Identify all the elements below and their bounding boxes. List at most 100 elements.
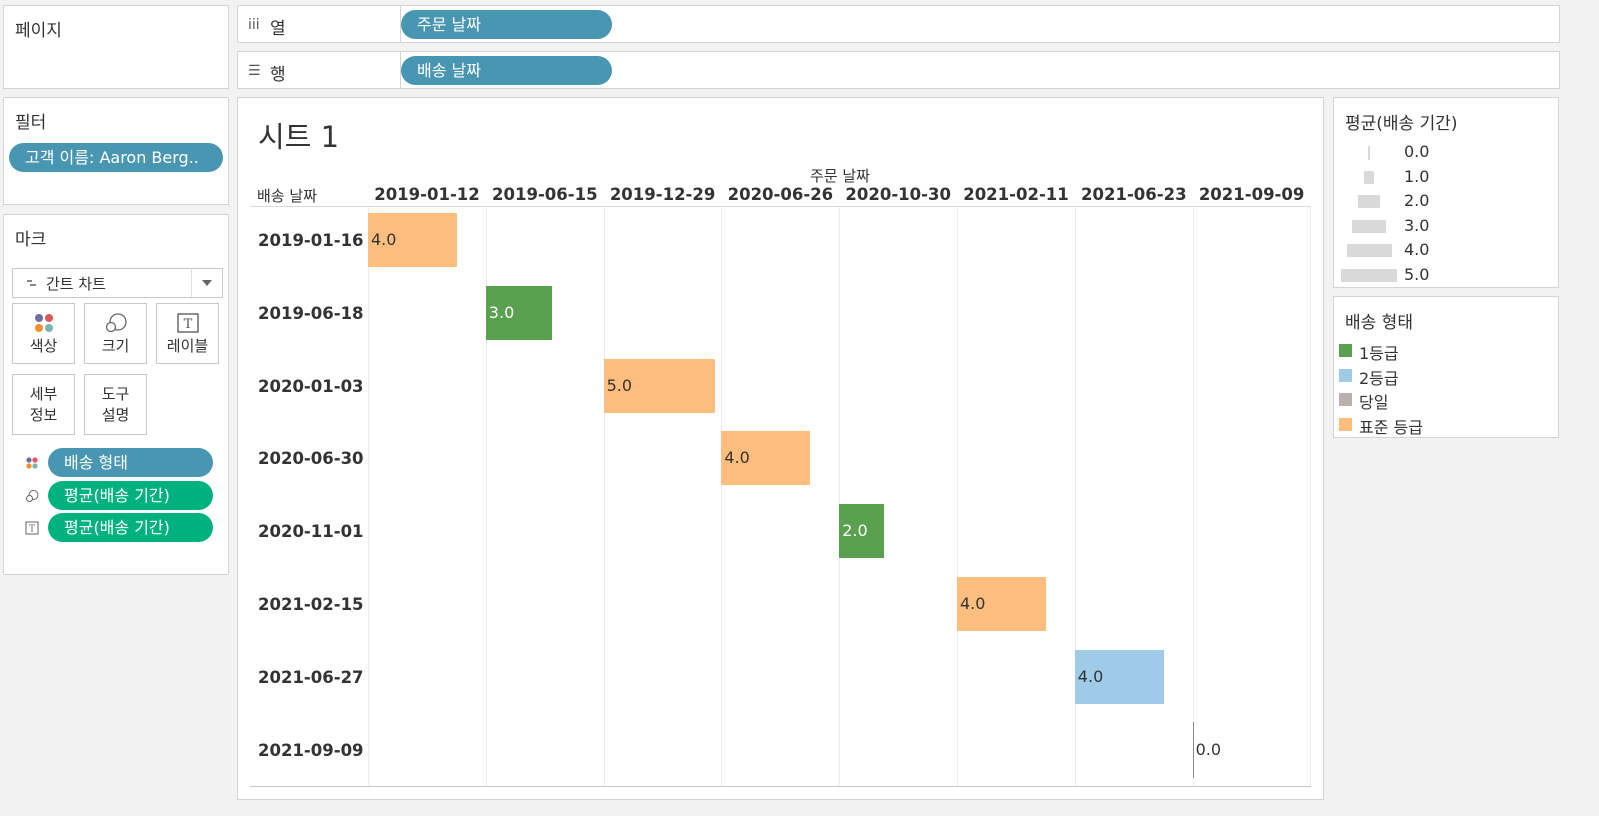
- size-legend-title: 평균(배송 기간): [1345, 114, 1458, 134]
- detail-button[interactable]: 세부 정보: [12, 374, 75, 435]
- gantt-bar[interactable]: [721, 431, 811, 486]
- bar-label: 4.0: [371, 230, 397, 249]
- gantt-bar[interactable]: [1192, 721, 1194, 778]
- bar-label: 4.0: [1077, 666, 1104, 686]
- gantt-bar[interactable]: [368, 213, 457, 267]
- mark-type-dropdown[interactable]: 간트 차트: [12, 268, 223, 298]
- label-field-pill[interactable]: 평균(배송 기간): [48, 513, 213, 542]
- rows-pill[interactable]: 배송 날짜: [401, 56, 612, 85]
- chevron-down-icon: [191, 269, 222, 297]
- color-swatch: [1339, 417, 1352, 431]
- color-legend-label: 2등급: [1359, 368, 1399, 388]
- row-header: 2020-11-01: [258, 522, 364, 542]
- row-header: 2019-01-16: [258, 231, 364, 250]
- color-legend-label: 1등급: [1359, 344, 1399, 363]
- rows-shelf-label: ☰ 행: [238, 52, 401, 88]
- color-field-icon: [25, 455, 39, 474]
- pages-card-title: 페이지: [15, 21, 62, 41]
- marks-card-title: 마크: [15, 230, 47, 250]
- size-legend-label: 3.0: [1404, 215, 1430, 235]
- column-gridline: [368, 206, 369, 786]
- size-field-icon: [25, 488, 39, 507]
- columns-shelf: iii 열 주문 날짜: [237, 5, 1560, 43]
- size-legend-label: 1.0: [1404, 166, 1430, 186]
- color-swatch: [1339, 344, 1352, 357]
- size-field-pill[interactable]: 평균(배송 기간): [48, 481, 213, 510]
- bar-label: 4.0: [724, 448, 750, 468]
- label-button[interactable]: T 레이블: [156, 303, 219, 364]
- column-gridline: [957, 206, 958, 786]
- column-header: 2021-02-11: [963, 185, 1069, 204]
- color-legend-item[interactable]: 2등급: [1337, 364, 1552, 388]
- color-field-pill[interactable]: 배송 형태: [48, 448, 213, 477]
- detail-button-label: 세부 정보: [29, 385, 58, 424]
- column-header: 2020-06-26: [727, 185, 834, 204]
- gantt-bar[interactable]: [839, 504, 884, 559]
- color-button-label: 색상: [29, 337, 58, 355]
- filters-card-title: 필터: [15, 113, 47, 133]
- column-gridline: [1074, 206, 1076, 786]
- column-header: 2019-12-29: [609, 185, 716, 204]
- gantt-bar[interactable]: [485, 285, 553, 340]
- rows-shelf: ☰ 행 배송 날짜: [237, 51, 1560, 89]
- color-legend-item[interactable]: 표준 등급: [1337, 413, 1552, 437]
- row-header: 2020-01-03: [258, 376, 364, 396]
- size-legend: 평균(배송 기간): [1333, 97, 1559, 288]
- filters-card: 필터 고객 이름: Aaron Berg..: [3, 97, 229, 205]
- rows-icon: ☰: [248, 63, 261, 79]
- color-button[interactable]: 색상: [12, 303, 75, 364]
- row-header: 2021-09-09: [258, 740, 364, 760]
- row-field-title: 배송 날짜: [257, 187, 317, 205]
- column-field-title: 주문 날짜: [810, 167, 870, 185]
- column-header: 2019-06-15: [492, 185, 598, 204]
- column-gridline: [603, 206, 605, 786]
- rows-label-text: 행: [270, 65, 286, 85]
- label-field-icon: T: [25, 520, 39, 539]
- columns-icon: iii: [248, 17, 260, 33]
- bar-label: 2.0: [842, 521, 868, 541]
- columns-pill[interactable]: 주문 날짜: [401, 10, 612, 39]
- column-gridline: [1310, 206, 1312, 786]
- pages-card: 페이지: [3, 5, 229, 89]
- row-header: 2019-06-18: [258, 303, 364, 323]
- color-legend-title: 배송 형태: [1345, 313, 1413, 333]
- size-icon: [85, 312, 146, 334]
- size-legend-label: 5.0: [1404, 264, 1430, 284]
- text-icon: T: [157, 312, 218, 334]
- size-legend-swatch: [1358, 195, 1380, 208]
- mark-type-label: 간트 차트: [46, 275, 106, 293]
- columns-label-text: 열: [270, 19, 286, 39]
- size-button[interactable]: 크기: [84, 303, 147, 364]
- columns-shelf-label: iii 열: [238, 6, 401, 42]
- column-header: 2021-09-09: [1198, 185, 1305, 204]
- column-header: 2019-01-12: [374, 185, 480, 204]
- size-legend-swatch: [1364, 170, 1374, 184]
- tooltip-button[interactable]: 도구 설명: [84, 374, 147, 435]
- bar-label: 5.0: [606, 375, 633, 395]
- size-legend-swatch: [1346, 244, 1392, 257]
- tooltip-button-label: 도구 설명: [101, 385, 130, 424]
- bar-label: 4.0: [960, 594, 986, 613]
- gantt-bar[interactable]: [603, 358, 715, 413]
- gantt-bar[interactable]: [1074, 649, 1164, 704]
- size-legend-label: 2.0: [1404, 191, 1430, 210]
- size-legend-swatch: [1341, 268, 1397, 282]
- color-legend-label: 표준 등급: [1359, 417, 1423, 437]
- color-legend-item[interactable]: 1등급: [1337, 339, 1552, 363]
- color-swatch: [1339, 368, 1352, 382]
- header-divider: [250, 206, 1311, 207]
- color-legend: 배송 형태: [1333, 296, 1559, 438]
- color-legend-item[interactable]: 당일: [1337, 388, 1552, 412]
- column-gridline: [721, 206, 723, 786]
- svg-text:T: T: [183, 317, 192, 332]
- label-button-label: 레이블: [166, 337, 209, 355]
- column-header: 2021-06-23: [1081, 185, 1187, 204]
- row-header: 2021-06-27: [258, 667, 364, 687]
- column-gridline: [1192, 206, 1194, 786]
- svg-text:T: T: [29, 525, 35, 535]
- gantt-icon: [26, 276, 38, 294]
- column-gridline: [485, 206, 487, 786]
- bottom-axis-line: [250, 786, 1311, 787]
- gantt-bar[interactable]: [957, 577, 1046, 631]
- filter-pill[interactable]: 고객 이름: Aaron Berg..: [9, 143, 223, 172]
